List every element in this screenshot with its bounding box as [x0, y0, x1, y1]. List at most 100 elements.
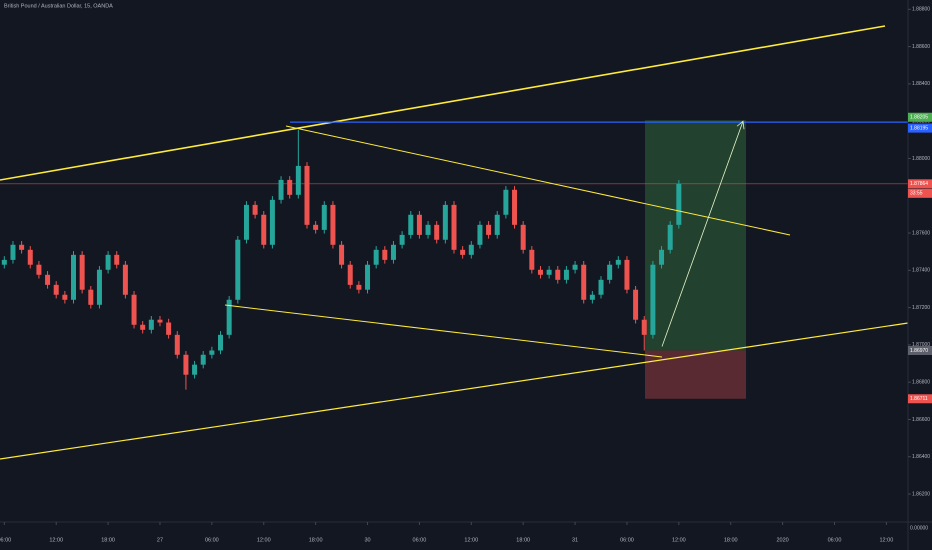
candle-body [105, 254, 111, 270]
candle-body [633, 289, 639, 320]
candle-body [140, 324, 146, 330]
candle-body [209, 350, 215, 355]
candle-body [330, 204, 336, 245]
candle-body [607, 264, 613, 280]
x-tick-label: 12:00 [879, 537, 893, 543]
candle-body [650, 264, 656, 335]
candle-body [460, 249, 466, 255]
trend-line[interactable] [0, 322, 909, 460]
level-tag [908, 123, 932, 133]
candle-body [425, 224, 431, 235]
candle-body [382, 249, 388, 260]
candle-body [659, 249, 665, 265]
candle-body [563, 269, 569, 280]
candle-body [373, 249, 379, 265]
candle-body [200, 354, 206, 365]
chart-title: British Pound / Australian Dollar, 15, O… [4, 3, 113, 9]
y-tick-label: 1.87000 [912, 342, 930, 348]
stop-tag-label: 1.86711 [910, 396, 928, 402]
level-tag-label: 1.88195 [910, 125, 928, 131]
candle-body [537, 269, 543, 275]
candle-body [79, 254, 85, 290]
candle-body [166, 322, 172, 335]
candle-body [174, 334, 180, 355]
candle-body [520, 224, 526, 250]
candle-body [390, 244, 396, 260]
y-tick-label: 1.88600 [912, 44, 930, 50]
current-price-tag [908, 179, 932, 189]
y-tick-label: 1.88400 [912, 81, 930, 87]
projection-arrow [661, 121, 744, 347]
stop-tag [908, 394, 932, 404]
candle-body [667, 224, 673, 250]
candle-body [581, 264, 587, 300]
y-tick-label: 1.88800 [912, 7, 930, 13]
candle-body [356, 284, 362, 290]
candle-body [572, 264, 578, 270]
candle-body [218, 334, 224, 351]
candle-body [287, 179, 293, 195]
candle-body [494, 214, 500, 235]
candle-body [304, 165, 310, 225]
y-tick-label: 1.86600 [912, 417, 930, 423]
candle-body [27, 249, 33, 265]
candle-body [598, 279, 604, 295]
candle-body [243, 204, 249, 240]
candle-body [321, 204, 327, 230]
entry-tag-label: 1.86970 [910, 348, 928, 354]
candle-body [676, 183, 682, 225]
y-tick-label: 1.86200 [912, 491, 930, 497]
candle-body [477, 224, 483, 245]
x-tick-label: 12:00 [49, 537, 63, 543]
y-tick-label: 1.87600 [912, 230, 930, 236]
x-tick-label: 18:00 [516, 537, 530, 543]
candle-body [486, 224, 492, 235]
candle-body [131, 294, 137, 325]
candle-body [468, 244, 474, 255]
candle-body [252, 204, 258, 215]
countdown-box [908, 188, 932, 198]
x-tick-label: 31 [572, 537, 578, 543]
drawings [0, 25, 909, 460]
candle-body [295, 165, 301, 195]
y-tick-label: 1.87200 [912, 305, 930, 311]
candle-body [555, 269, 561, 280]
candle-body [529, 249, 535, 270]
candle-body [88, 289, 94, 305]
candle-body [278, 179, 284, 200]
candle-body [399, 234, 405, 245]
y-tick-label: 1.86800 [912, 380, 930, 386]
candle-body [122, 264, 128, 295]
candle-body [62, 294, 68, 300]
candle-body [512, 189, 518, 225]
trend-line[interactable] [224, 304, 663, 358]
entry-tag [908, 345, 932, 355]
candle-body [36, 264, 42, 275]
candle-body [157, 319, 163, 323]
x-tick-label: 06:00 [828, 537, 842, 543]
trend-line[interactable] [285, 125, 791, 236]
candle-body [416, 214, 422, 235]
candle-body [10, 244, 16, 260]
x-tick-label: 12:00 [672, 537, 686, 543]
candle-body [546, 269, 552, 275]
candle-body [226, 299, 232, 335]
candle-body [589, 294, 595, 300]
candle-body [408, 214, 414, 235]
candle-body [183, 354, 189, 375]
x-tick-label: 18:00 [101, 537, 115, 543]
x-tick-label: 30 [364, 537, 370, 543]
trend-line[interactable] [0, 25, 886, 181]
candle-body [339, 244, 345, 265]
current-price-tag-label: 1.87864 [910, 181, 928, 187]
candle-body [347, 264, 353, 285]
loss-zone [645, 350, 746, 399]
candle-body [269, 199, 275, 245]
candle-body [96, 269, 102, 305]
x-tick-label: 06:00 [0, 537, 11, 543]
x-tick-label: 06:00 [413, 537, 427, 543]
candle-body [53, 284, 59, 295]
arrow-head [736, 120, 745, 130]
